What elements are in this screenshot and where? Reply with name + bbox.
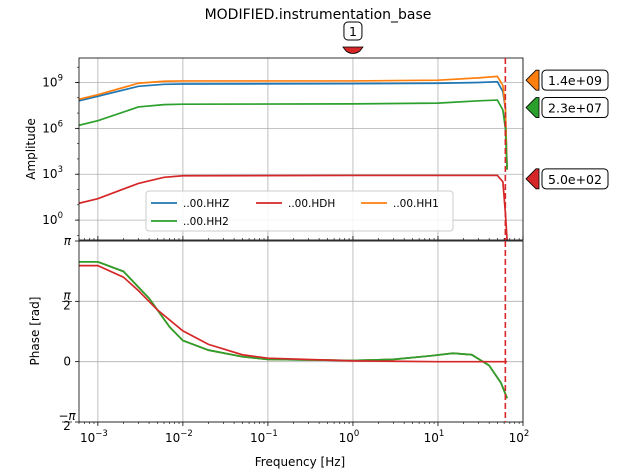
amplitude-series xyxy=(79,75,508,240)
legend-label: ..00.HHZ xyxy=(183,198,229,210)
phase-axes-frame xyxy=(78,240,524,423)
value-marker[interactable]: 1.4e+09 xyxy=(525,69,609,91)
value-marker-label: 2.3e+07 xyxy=(548,101,602,116)
amplitude-y-tick-exponent: 3 xyxy=(58,165,63,175)
amplitude-y-label: Amplitude xyxy=(24,118,38,180)
amplitude-axes-frame xyxy=(78,57,524,241)
top-marker-label: 1 xyxy=(349,24,357,39)
value-marker-pointer xyxy=(525,69,540,91)
x-tick-exponent: −3 xyxy=(95,429,108,439)
top-frequency-marker[interactable]: 1 xyxy=(342,21,364,54)
value-marker-box xyxy=(541,69,609,91)
value-marker-box xyxy=(541,168,609,190)
amplitude-y-tick-exponent: 6 xyxy=(58,119,63,129)
phase-tick-denominator: 2 xyxy=(63,419,71,433)
phase-y-tick-label: 0 xyxy=(63,355,71,369)
value-marker-box xyxy=(541,97,609,119)
amplitude-line-00-hdh xyxy=(79,174,508,240)
value-markers: 1.4e+09 2.3e+07 5.0e+02 xyxy=(525,69,609,190)
legend-label: ..00.HH2 xyxy=(183,216,229,228)
phase-y-tick-label: π xyxy=(64,234,72,248)
value-marker-label: 5.0e+02 xyxy=(548,172,602,187)
phase-tick-numerator: −π xyxy=(58,409,76,423)
phase-line-00-hdh xyxy=(79,264,508,363)
legend-label: ..00.HDH xyxy=(288,198,335,210)
x-axis-label: Frequency [Hz] xyxy=(255,455,346,469)
phase-line-00-hh2 xyxy=(79,260,508,399)
top-marker-box[interactable] xyxy=(343,21,363,41)
value-marker-pointer xyxy=(525,168,540,190)
amplitude-y-tick-exponent: 0 xyxy=(58,211,63,221)
amplitude-y-tick-exponent: 9 xyxy=(58,73,63,83)
phase-y-tick-label: π2 xyxy=(62,288,72,312)
value-marker-pointer xyxy=(525,97,540,118)
phase-tick-numerator: π xyxy=(63,288,71,302)
x-tick-exponent: 2 xyxy=(524,429,529,439)
value-marker-label: 1.4e+09 xyxy=(548,73,602,88)
value-marker[interactable]: 2.3e+07 xyxy=(525,97,609,119)
x-tick-exponent: 1 xyxy=(439,429,444,439)
phase-tick-denominator: 2 xyxy=(63,298,71,312)
phase-series xyxy=(79,260,508,399)
phase-y-label: Phase [rad] xyxy=(28,297,42,366)
amplitude-line-00-hh1 xyxy=(79,75,508,170)
chart-title: MODIFIED.instrumentation_base xyxy=(205,7,432,23)
legend-label: ..00.HH1 xyxy=(393,198,439,210)
phase-y-tick-label: −π2 xyxy=(58,409,76,433)
top-marker-pointer[interactable] xyxy=(342,46,364,54)
x-tick-exponent: −1 xyxy=(265,429,278,439)
amplitude-line-00-hh2 xyxy=(79,99,508,170)
legend-frame xyxy=(145,190,454,232)
value-marker[interactable]: 5.0e+02 xyxy=(525,168,609,190)
legend: ..00.HHZ ..00.HH1 ..00.HH2 ..00.HDH xyxy=(145,190,454,232)
x-tick-exponent: −2 xyxy=(180,429,193,439)
x-tick-exponent: 0 xyxy=(354,429,359,439)
